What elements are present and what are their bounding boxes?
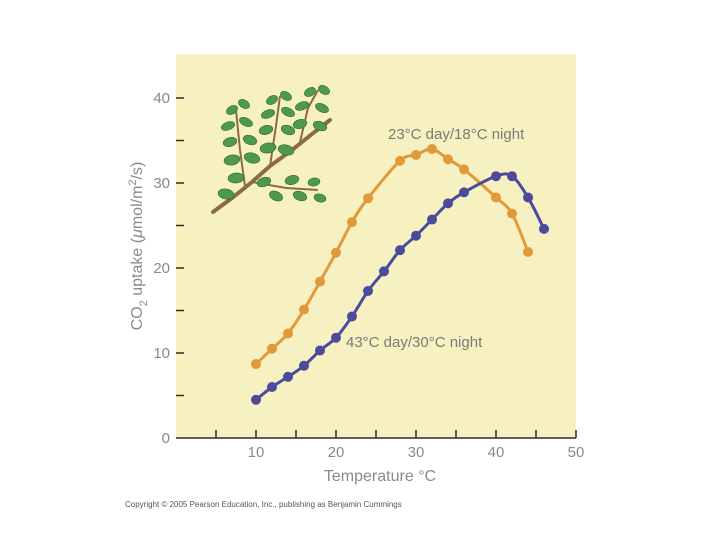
series-1-point-15	[507, 171, 517, 182]
y-tick-label-0: 0	[162, 430, 170, 447]
series-1-point-14	[491, 171, 501, 182]
x-tick-label-0: 10	[248, 444, 265, 461]
y-tick-label-2: 20	[153, 260, 170, 277]
x-tick-label-2: 30	[408, 444, 425, 461]
series-0-point-1	[267, 343, 277, 354]
y-ticks	[176, 97, 184, 397]
series-1-point-11	[427, 214, 437, 225]
series-1-point-5	[331, 332, 341, 343]
series-1-point-12	[443, 198, 453, 209]
series-1-point-4	[315, 345, 325, 356]
x-tick-label-3: 40	[488, 444, 505, 461]
series-1-point-10	[411, 230, 421, 241]
series-1-point-17	[539, 223, 549, 234]
series-1-point-6	[347, 311, 357, 322]
series-0-point-9	[411, 149, 421, 160]
series-0-point-14	[507, 208, 517, 219]
series-layer	[251, 144, 549, 405]
series-0	[251, 144, 533, 370]
series-0-point-11	[443, 154, 453, 165]
series-0-point-15	[523, 246, 533, 257]
y-axis-title: CO2 uptake (μmol/m2/s)	[127, 162, 150, 331]
series-label-hot: 43°C day/30°C night	[346, 334, 483, 351]
series-0-point-3	[299, 304, 309, 315]
series-0-point-6	[347, 217, 357, 228]
x-ticks	[215, 430, 577, 438]
series-0-point-2	[283, 328, 293, 339]
series-label-cool: 23°C day/18°C night	[388, 126, 525, 143]
series-1-point-16	[523, 192, 533, 203]
series-1-point-7	[363, 285, 373, 296]
series-1-point-2	[283, 371, 293, 382]
series-0-point-4	[315, 276, 325, 287]
plant-illustration	[211, 85, 332, 214]
x-tick-labels: 10 20 30 40 50	[248, 444, 585, 461]
series-0-point-10	[427, 144, 437, 154]
x-axis-title: Temperature °C	[324, 468, 436, 485]
series-0-point-5	[331, 247, 341, 258]
series-1-point-3	[299, 360, 309, 371]
series-0-point-0	[251, 359, 261, 370]
series-1-point-0	[251, 394, 261, 405]
x-tick-label-1: 20	[328, 444, 345, 461]
series-0-point-7	[363, 193, 373, 204]
y-tick-label-3: 30	[153, 175, 170, 192]
series-0-point-13	[491, 192, 501, 203]
series-0-point-8	[395, 155, 405, 166]
series-1-point-13	[459, 187, 469, 198]
series-1	[251, 171, 549, 405]
y-tick-labels: 0 10 20 30 40	[153, 90, 170, 447]
series-1-point-9	[395, 245, 405, 256]
series-1-point-1	[267, 382, 277, 392]
x-tick-label-4: 50	[568, 444, 585, 461]
copyright-notice: Copyright © 2005 Pearson Education, Inc.…	[125, 500, 402, 509]
series-1-point-8	[379, 266, 389, 277]
y-tick-label-1: 10	[153, 345, 170, 362]
series-0-point-12	[459, 164, 469, 175]
y-tick-label-4: 40	[153, 90, 170, 107]
